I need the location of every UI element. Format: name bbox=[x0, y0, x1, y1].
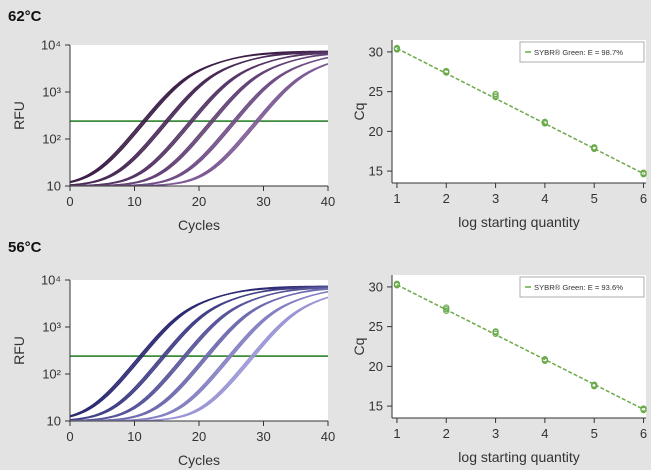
panel-title-62c: 62°C bbox=[8, 8, 42, 25]
x-tick-label: 2 bbox=[443, 426, 450, 441]
x-tick-label: 40 bbox=[321, 429, 335, 444]
y-axis-title: RFU bbox=[11, 336, 27, 365]
x-tick-label: 5 bbox=[591, 426, 598, 441]
amplification-plot-56c: 10 10² 10³ 10⁴ 0 10 20 30 40 Cycles RFU bbox=[11, 273, 335, 469]
amplification-curve bbox=[70, 285, 328, 421]
y-tick-label: 10³ bbox=[42, 85, 61, 100]
standard-curve-fit bbox=[396, 284, 644, 411]
x-tick-label: 3 bbox=[492, 426, 499, 441]
data-point bbox=[492, 92, 499, 99]
x-tick-label: 4 bbox=[541, 426, 548, 441]
y-axis-title: Cq bbox=[351, 103, 367, 121]
amplification-curve bbox=[70, 50, 328, 186]
x-tick-label: 20 bbox=[192, 429, 206, 444]
data-point bbox=[640, 405, 647, 412]
data-point bbox=[640, 171, 647, 178]
standard-curve-fit bbox=[396, 47, 644, 175]
data-point bbox=[591, 144, 598, 151]
x-axis-title: Cycles bbox=[178, 452, 220, 468]
y-tick-label: 10² bbox=[42, 132, 61, 147]
legend-box bbox=[519, 276, 645, 298]
y-tick-label: 20 bbox=[369, 359, 383, 374]
plot-area bbox=[392, 40, 646, 183]
x-tick-label: 30 bbox=[256, 429, 270, 444]
data-point bbox=[393, 280, 401, 287]
x-axis-title: Cycles bbox=[178, 217, 220, 233]
x-tick-label: 20 bbox=[192, 194, 206, 209]
x-tick-label: 0 bbox=[66, 429, 73, 444]
y-tick-label: 10² bbox=[42, 367, 61, 382]
y-tick-label: 25 bbox=[369, 84, 383, 99]
y-tick-label: 15 bbox=[369, 164, 383, 179]
plot-area bbox=[70, 45, 328, 186]
data-point bbox=[541, 119, 549, 126]
x-tick-label: 6 bbox=[640, 426, 647, 441]
y-tick-label: 30 bbox=[369, 279, 383, 294]
x-tick-label: 2 bbox=[443, 191, 450, 206]
y-tick-label: 10³ bbox=[42, 320, 61, 335]
y-axis-title: Cq bbox=[351, 338, 367, 356]
legend-label: SYBR® Green: E = 98.7% bbox=[534, 48, 623, 57]
data-point bbox=[443, 306, 450, 313]
x-tick-label: 5 bbox=[591, 191, 598, 206]
x-tick-label: 1 bbox=[393, 191, 400, 206]
x-tick-label: 30 bbox=[256, 194, 270, 209]
standard-curve-56c: 15 20 25 30 1 2 3 4 5 6 log starting quantity Cq SYB… bbox=[351, 275, 647, 465]
data-point bbox=[393, 44, 401, 52]
x-tick-label: 10 bbox=[127, 429, 141, 444]
plot-area bbox=[392, 275, 646, 418]
x-axis-title: log starting quantity bbox=[458, 214, 579, 230]
amplification-curve bbox=[70, 285, 328, 418]
y-tick-label: 10⁴ bbox=[41, 273, 61, 288]
amplification-curve bbox=[70, 286, 328, 421]
y-axis-title: RFU bbox=[11, 101, 27, 130]
x-tick-label: 1 bbox=[393, 426, 400, 441]
amplification-curve bbox=[70, 50, 328, 184]
x-tick-label: 10 bbox=[127, 194, 141, 209]
standard-curve-62c: 15 20 25 30 1 2 3 4 5 6 log starting quantity Cq SYB… bbox=[351, 40, 647, 230]
legend-box bbox=[519, 41, 645, 63]
legend-label: SYBR® Green: E = 93.6% bbox=[534, 283, 623, 292]
data-point bbox=[492, 329, 499, 336]
data-point bbox=[591, 381, 598, 388]
data-point bbox=[443, 68, 450, 75]
y-tick-label: 30 bbox=[369, 44, 383, 59]
data-point bbox=[541, 356, 549, 364]
x-tick-label: 40 bbox=[321, 194, 335, 209]
x-tick-label: 0 bbox=[66, 194, 73, 209]
x-axis-title: log starting quantity bbox=[458, 449, 579, 465]
y-tick-label: 10⁴ bbox=[41, 38, 61, 53]
plot-area bbox=[70, 280, 328, 421]
y-tick-label: 10 bbox=[47, 414, 61, 429]
y-tick-label: 25 bbox=[369, 319, 383, 334]
x-tick-label: 3 bbox=[492, 191, 499, 206]
amplification-plot-62c: 10 10² 10³ 10⁴ 0 10 20 30 40 Cycles RFU bbox=[11, 38, 335, 234]
x-tick-label: 4 bbox=[541, 191, 548, 206]
y-tick-label: 20 bbox=[369, 124, 383, 139]
x-tick-label: 6 bbox=[640, 191, 647, 206]
y-tick-label: 10 bbox=[47, 179, 61, 194]
amplification-curve bbox=[70, 287, 328, 421]
y-tick-label: 15 bbox=[369, 399, 383, 414]
panel-title-56c: 56°C bbox=[8, 239, 42, 256]
amplification-curve bbox=[70, 51, 328, 186]
